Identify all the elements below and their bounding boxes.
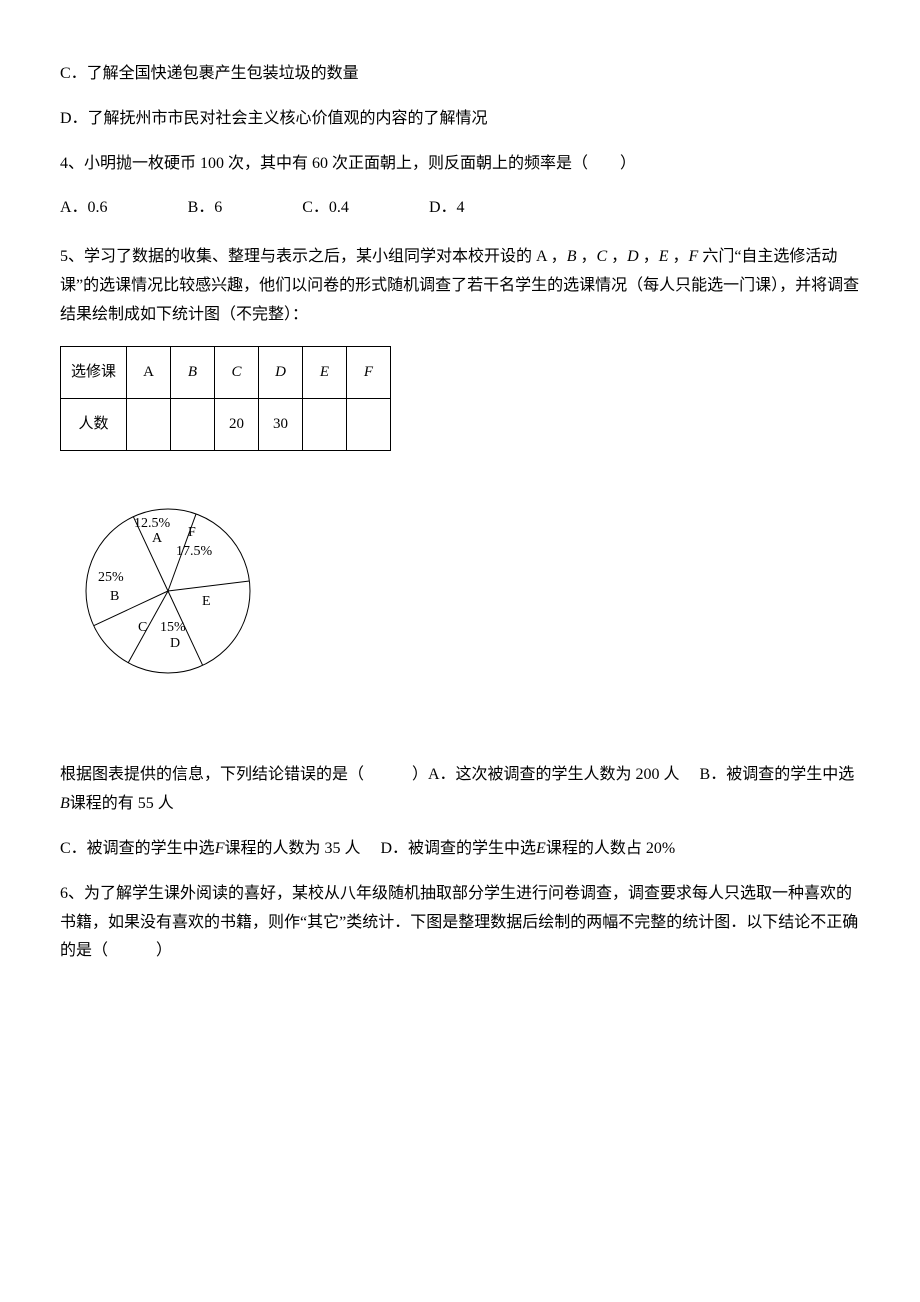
svg-text:15%: 15% — [160, 620, 186, 635]
svg-text:C: C — [138, 620, 147, 635]
svg-text:D: D — [170, 636, 180, 651]
svg-text:A: A — [152, 531, 163, 546]
svg-text:B: B — [110, 589, 119, 604]
q6-stem: 6、为了解学生课外阅读的喜好，某校从八年级随机抽取部分学生进行问卷调查，调查要求… — [60, 880, 860, 966]
cell-count-f — [347, 398, 391, 450]
q3-option-c: C．了解全国快递包裹产生包装垃圾的数量 — [60, 60, 860, 89]
q5-options-line1: 根据图表提供的信息，下列结论错误的是（ ）A．这次被调查的学生人数为 200 人… — [60, 761, 860, 819]
table-row: 人数 20 30 — [61, 398, 391, 450]
cell-header-count: 人数 — [61, 398, 127, 450]
q5-label-d: D — [627, 248, 639, 265]
q4-stem: 4、小明抛一枚硬币 100 次，其中有 60 次正面朝上，则反面朝上的频率是（ … — [60, 150, 860, 179]
q5-sep3: ， — [639, 248, 659, 265]
q5-tail-post1: 课程的有 55 人 — [70, 795, 174, 812]
cell-d-label: D — [275, 364, 286, 380]
cell-b: B — [171, 346, 215, 398]
svg-text:25%: 25% — [98, 570, 124, 585]
q4-option-c: C．0.4 — [302, 194, 349, 223]
q5-table: 选修课 A B C D E F 人数 20 30 — [60, 346, 391, 451]
cell-count-e — [303, 398, 347, 450]
svg-text:F: F — [188, 525, 196, 540]
cell-count-d: 30 — [259, 398, 303, 450]
q5-options-line2: C．被调查的学生中选F课程的人数为 35 人 D．被调查的学生中选E课程的人数占… — [60, 835, 860, 864]
q4-option-b: B．6 — [188, 194, 223, 223]
table-row: 选修课 A B C D E F — [61, 346, 391, 398]
cell-a: A — [127, 346, 171, 398]
cell-f: F — [347, 346, 391, 398]
svg-text:12.5%: 12.5% — [134, 516, 171, 531]
q5-tail-b: B — [60, 795, 70, 812]
q5-linec-e: E — [536, 840, 546, 857]
q5-label-e: E — [659, 248, 669, 265]
q4-option-a: A．0.6 — [60, 194, 108, 223]
cell-e: E — [303, 346, 347, 398]
cell-d: D — [259, 346, 303, 398]
cell-count-b — [171, 398, 215, 450]
q5-tail-pre: 根据图表提供的信息，下列结论错误的是（ ）A．这次被调查的学生人数为 200 人… — [60, 766, 854, 783]
svg-text:17.5%: 17.5% — [176, 544, 213, 559]
q5-sep1: ， — [576, 248, 596, 265]
cell-count-c: 20 — [215, 398, 259, 450]
q5-pie-chart: 12.5%A F 17.5% 25% B E C 15%D — [68, 491, 860, 702]
cell-e-label: E — [320, 364, 329, 380]
cell-c-label: C — [232, 364, 242, 380]
q5-linec-f: F — [215, 840, 225, 857]
q5-label-f: F — [689, 248, 699, 265]
cell-c: C — [215, 346, 259, 398]
svg-text:E: E — [202, 594, 211, 609]
cell-header-course: 选修课 — [61, 346, 127, 398]
cell-count-a — [127, 398, 171, 450]
q3-option-d: D．了解抚州市市民对社会主义核心价值观的内容的了解情况 — [60, 105, 860, 134]
q5-stem-pre: 5、学习了数据的收集、整理与表示之后，某小组同学对本校开设的 A ， — [60, 248, 567, 265]
q5-stem: 5、学习了数据的收集、整理与表示之后，某小组同学对本校开设的 A ，B ，C ，… — [60, 243, 860, 329]
pie-chart-svg: 12.5%A F 17.5% 25% B E C 15%D — [68, 491, 278, 691]
q5-label-b: B — [567, 248, 577, 265]
q4-option-d: D．4 — [429, 194, 465, 223]
q5-linec-post: 课程的人数占 20% — [546, 840, 675, 857]
q5-label-c: C — [596, 248, 607, 265]
cell-f-label: F — [364, 364, 373, 380]
q5-linec-pre: C．被调查的学生中选 — [60, 840, 215, 857]
cell-b-label: B — [188, 364, 197, 380]
q5-linec-mid: 课程的人数为 35 人 D．被调查的学生中选 — [224, 840, 536, 857]
q5-sep2: ， — [607, 248, 627, 265]
q5-sep4: ， — [669, 248, 689, 265]
q4-options: A．0.6 B．6 C．0.4 D．4 — [60, 194, 860, 223]
